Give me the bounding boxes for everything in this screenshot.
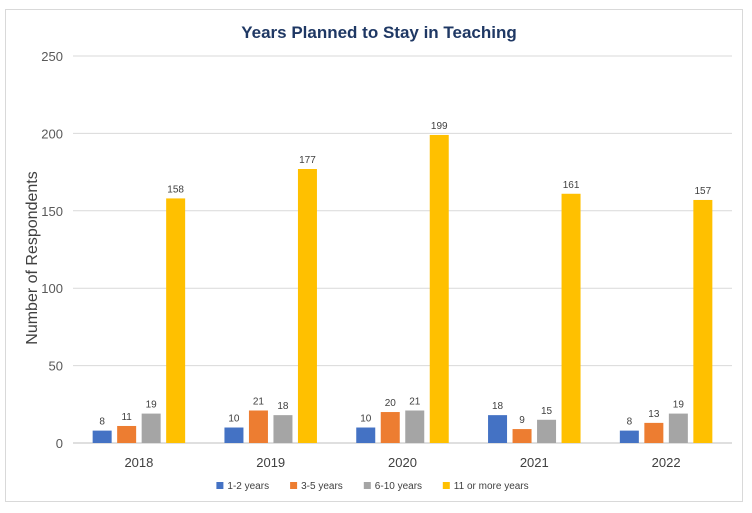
bar <box>619 430 639 443</box>
data-label: 19 <box>146 400 158 411</box>
data-label: 21 <box>409 396 421 407</box>
bar <box>117 425 137 443</box>
bar <box>644 422 664 443</box>
y-tick-label: 100 <box>41 281 63 296</box>
bar <box>141 413 161 443</box>
y-axis-label: Number of Respondents <box>24 171 41 344</box>
legend-label: 1-2 years <box>227 481 269 492</box>
y-tick-label: 0 <box>56 436 63 451</box>
data-label: 10 <box>360 414 372 425</box>
data-label: 8 <box>627 417 633 428</box>
bar <box>356 427 376 443</box>
x-tick-label: 2021 <box>520 455 549 470</box>
data-label: 199 <box>431 121 448 132</box>
data-label: 9 <box>519 415 525 426</box>
bar <box>512 429 532 443</box>
legend-swatch <box>290 482 298 489</box>
bar <box>297 169 317 443</box>
bar <box>668 413 688 443</box>
y-tick-label: 50 <box>49 359 63 374</box>
legend-swatch <box>216 482 224 489</box>
data-labels: 8 11 19 158 10 21 18 177 10 20 21 199 18 9 15 161 8 13 19 1… <box>99 121 711 428</box>
bars <box>92 134 713 443</box>
legend-item: 1-2 years <box>216 481 269 492</box>
legend-item: 6-10 years <box>363 481 422 492</box>
y-tick-label: 250 <box>41 49 63 64</box>
legend-item: 3-5 years <box>290 481 343 492</box>
y-tick-label: 150 <box>41 204 63 219</box>
bar <box>488 415 508 443</box>
bar <box>92 430 112 443</box>
bar <box>537 419 557 443</box>
legend-label: 3-5 years <box>301 481 343 492</box>
data-label: 18 <box>492 401 504 412</box>
x-tick-label: 2019 <box>256 455 285 470</box>
data-label: 157 <box>695 186 712 197</box>
chart-title: Years Planned to Stay in Teaching <box>241 23 517 42</box>
legend: 1-2 years 3-5 years 6-10 years 11 or more y… <box>216 481 529 492</box>
y-tick-label: 200 <box>41 126 63 141</box>
data-label: 161 <box>563 180 580 191</box>
chart-frame: Years Planned to Stay in Teaching Number… <box>5 9 743 502</box>
legend-label: 11 or more years <box>454 481 529 492</box>
y-axis-ticks: 0 50 100 150 200 250 <box>41 49 63 451</box>
legend-swatch <box>363 482 371 489</box>
bar <box>248 410 268 443</box>
data-label: 19 <box>673 400 685 411</box>
data-label: 15 <box>541 406 553 417</box>
x-axis-ticks: 2018 2019 2020 2021 2022 <box>124 455 680 470</box>
bar <box>429 134 449 443</box>
bar <box>561 193 581 443</box>
data-label: 8 <box>99 417 105 428</box>
bar <box>693 199 713 443</box>
data-label: 177 <box>299 155 316 166</box>
data-label: 13 <box>648 409 660 420</box>
data-label: 158 <box>167 184 184 195</box>
data-label: 10 <box>228 414 240 425</box>
legend-item: 11 or more years <box>442 481 529 492</box>
x-tick-label: 2022 <box>652 455 681 470</box>
bar <box>166 198 186 443</box>
data-label: 18 <box>277 401 289 412</box>
x-tick-label: 2018 <box>124 455 153 470</box>
x-tick-label: 2020 <box>388 455 417 470</box>
bar <box>224 427 244 443</box>
bar <box>380 412 400 443</box>
bar <box>405 410 425 443</box>
data-label: 11 <box>121 412 132 423</box>
data-label: 20 <box>385 398 397 409</box>
legend-swatch <box>442 482 450 489</box>
legend-label: 6-10 years <box>375 481 422 492</box>
bar-chart: Years Planned to Stay in Teaching Number… <box>24 23 732 492</box>
bar <box>273 415 293 443</box>
data-label: 21 <box>253 396 265 407</box>
